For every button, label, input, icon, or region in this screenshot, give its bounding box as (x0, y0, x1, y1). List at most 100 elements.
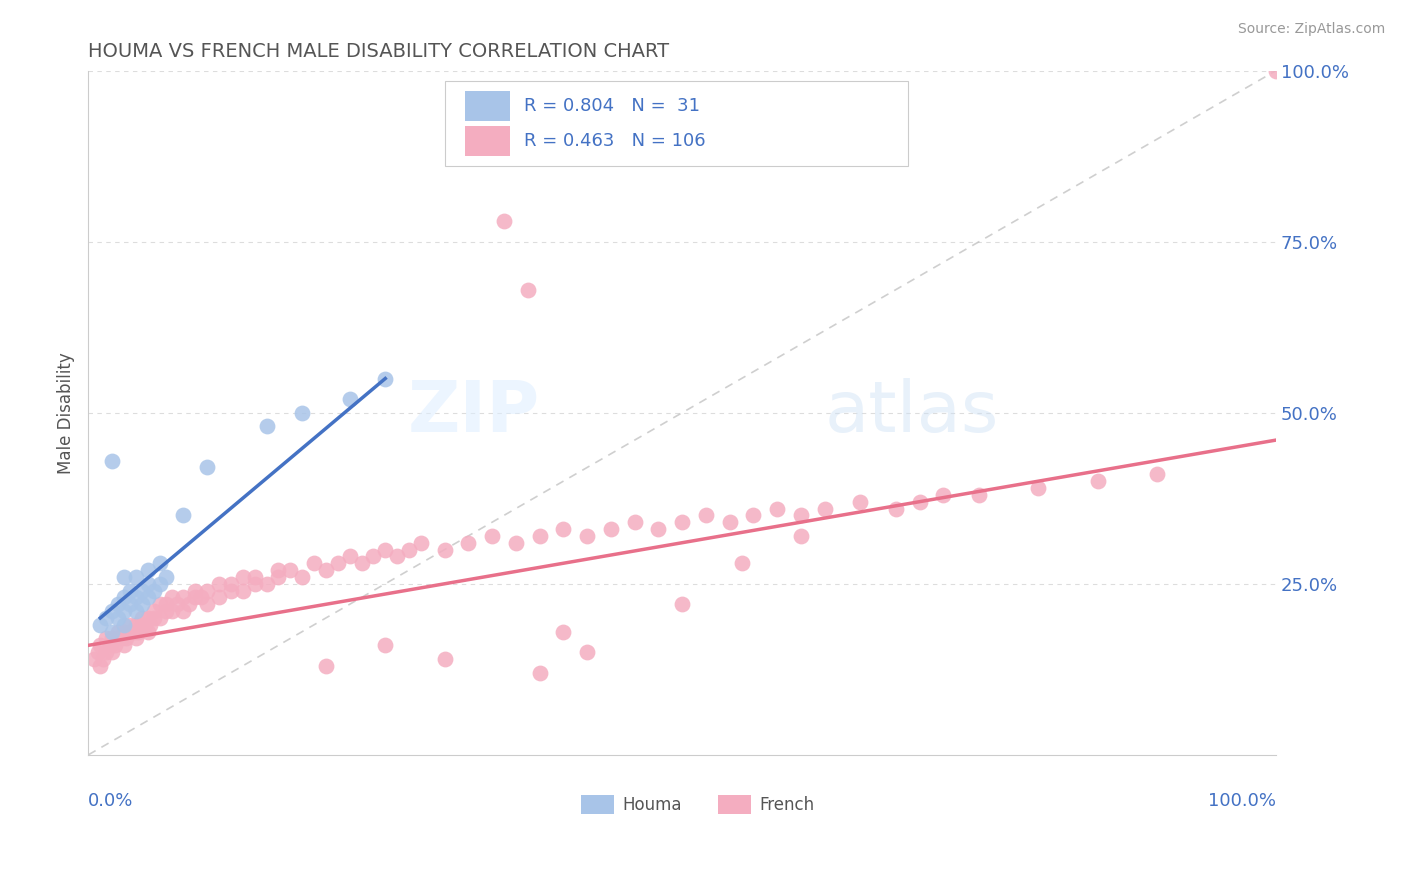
Text: 100.0%: 100.0% (1208, 792, 1277, 811)
Point (291, 570, 314, 584)
Point (166, 597, 188, 611)
Point (160, 591, 183, 605)
Point (433, 652, 456, 666)
Point (136, 624, 159, 639)
Point (98, 638, 121, 652)
Point (96, 645, 118, 659)
Point (766, 501, 789, 516)
Point (112, 604, 135, 618)
Point (256, 419, 278, 434)
Point (149, 576, 172, 591)
Point (89, 658, 111, 673)
Point (115, 632, 138, 646)
Point (172, 591, 194, 605)
Point (481, 529, 503, 543)
Point (155, 597, 177, 611)
Point (179, 597, 201, 611)
Bar (718, 795, 751, 814)
Point (529, 665, 551, 680)
Point (112, 638, 135, 652)
Point (127, 624, 149, 639)
Point (112, 570, 135, 584)
Point (695, 508, 717, 523)
Bar (581, 795, 614, 814)
Point (267, 563, 290, 577)
Point (91, 652, 114, 666)
Point (1087, 474, 1109, 488)
Point (457, 535, 479, 549)
Point (208, 576, 231, 591)
Point (600, 522, 623, 536)
Point (553, 624, 575, 639)
Point (184, 583, 207, 598)
Text: R = 0.804   N =  31: R = 0.804 N = 31 (524, 97, 700, 115)
Point (219, 583, 242, 598)
Point (136, 563, 159, 577)
Point (363, 549, 385, 564)
Point (142, 583, 165, 598)
Point (232, 583, 254, 598)
Point (149, 597, 172, 611)
Point (112, 591, 135, 605)
Point (101, 632, 124, 646)
Point (647, 522, 669, 536)
Bar (465, 91, 510, 121)
Point (243, 576, 266, 591)
Point (139, 617, 162, 632)
Point (131, 597, 153, 611)
Point (111, 632, 134, 646)
Point (208, 591, 231, 605)
Point (576, 645, 599, 659)
Point (718, 515, 741, 529)
Point (671, 597, 693, 611)
Point (932, 488, 955, 502)
Point (814, 501, 837, 516)
Point (409, 535, 432, 549)
Point (149, 556, 172, 570)
Text: HOUMA VS FRENCH MALE DISABILITY CORRELATION CHART: HOUMA VS FRENCH MALE DISABILITY CORRELAT… (89, 42, 669, 61)
Point (149, 611, 172, 625)
Point (623, 515, 645, 529)
Point (671, 515, 693, 529)
Point (278, 563, 301, 577)
Point (155, 570, 177, 584)
Bar (465, 126, 510, 156)
Text: Houma: Houma (623, 796, 682, 814)
Point (184, 591, 207, 605)
Point (136, 591, 159, 605)
Point (302, 556, 325, 570)
Point (155, 604, 177, 618)
Point (884, 501, 907, 516)
Point (107, 632, 129, 646)
Point (967, 488, 990, 502)
Text: atlas: atlas (825, 378, 1000, 447)
Point (195, 597, 218, 611)
Point (730, 556, 752, 570)
Point (118, 583, 141, 598)
Point (256, 576, 278, 591)
Point (160, 604, 183, 618)
Point (291, 406, 314, 420)
Point (529, 529, 551, 543)
Point (122, 624, 145, 639)
Point (243, 570, 266, 584)
Point (131, 611, 153, 625)
Text: ZIP: ZIP (408, 378, 540, 447)
Point (374, 638, 396, 652)
Point (315, 563, 337, 577)
Point (339, 549, 361, 564)
Text: Source: ZipAtlas.com: Source: ZipAtlas.com (1237, 22, 1385, 37)
Point (107, 611, 129, 625)
Point (136, 576, 159, 591)
Point (142, 604, 165, 618)
Point (505, 535, 527, 549)
Text: French: French (759, 796, 814, 814)
Point (553, 522, 575, 536)
Point (101, 453, 124, 467)
Point (172, 508, 194, 523)
Point (219, 576, 242, 591)
Point (118, 624, 141, 639)
Point (195, 460, 218, 475)
Point (107, 597, 129, 611)
Point (492, 214, 515, 228)
